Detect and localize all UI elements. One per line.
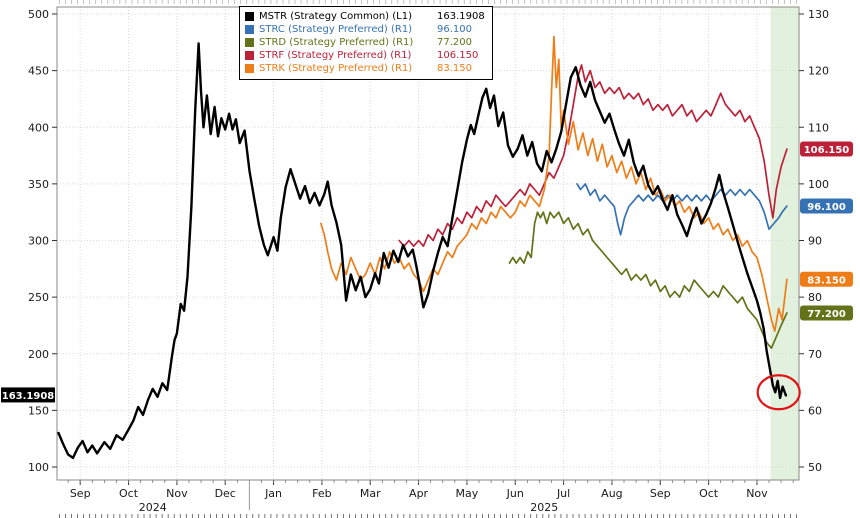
left-axis-label: 450 [28,65,49,78]
legend: MSTR (Strategy Common) (L1) 163.1908 STRC … [239,6,493,80]
annotation-circle [756,374,801,411]
left-axis-label: 500 [28,8,49,21]
month-label: Jan [264,487,282,500]
month-label: Feb [312,487,331,500]
right-axis-label: 80 [808,291,822,304]
last-value-badge-strd [800,305,853,321]
left-axis-label: 100 [28,461,49,474]
left-axis-label: 400 [28,121,49,134]
legend-item-strd[interactable]: STRD (Strategy Preferred) (R1) 77.200 [245,36,485,49]
legend-value: 106.150 [437,50,479,61]
series-line-strd [508,211,788,349]
series-line-strc [576,183,788,236]
right-axis-label: 130 [808,8,829,21]
legend-swatch-strd [245,38,254,47]
month-label: Oct [699,487,719,500]
month-label: Mar [360,487,381,500]
month-label: Aug [601,487,622,500]
right-axis-label: 90 [808,235,822,248]
last-value-badge-text-strd: 77.200 [807,309,846,320]
legend-label: STRF (Strategy Preferred) (R1) [259,50,412,61]
legend-swatch-mstr [245,12,254,21]
right-axis-label: 110 [808,121,829,134]
legend-label: STRC (Strategy Preferred) (R1) [259,24,413,35]
left-axis-label: 250 [28,291,49,304]
legend-value: 96.100 [437,24,472,35]
left-axis-label: 150 [28,404,49,417]
month-label: Sep [650,487,671,500]
last-value-badge-strc [800,198,853,214]
year-label: 2024 [139,501,167,514]
right-axis-label: 50 [808,461,822,474]
left-axis-label: 350 [28,178,49,191]
month-label: Dec [215,487,236,500]
legend-item-mstr[interactable]: MSTR (Strategy Common) (L1) 163.1908 [245,10,485,23]
last-value-badge-strf [800,141,853,157]
legend-item-strk[interactable]: STRK (Strategy Preferred) (R1) 83.150 [245,62,485,75]
series-line-strf [398,64,788,248]
legend-item-strc[interactable]: STRC (Strategy Preferred) (R1) 96.100 [245,23,485,36]
month-label: Oct [119,487,139,500]
month-label: Jul [556,487,570,500]
left-axis-label: 300 [28,235,49,248]
right-axis-label: 100 [808,178,829,191]
right-axis-label: 120 [808,65,829,78]
right-axis-label: 60 [808,404,822,417]
legend-label: STRD (Strategy Preferred) (R1) [259,37,414,48]
last-value-badge-strk [800,271,853,287]
legend-swatch-strk [245,64,254,73]
last-value-badge-text-strf: 106.150 [804,145,850,156]
right-axis-label: 70 [808,348,822,361]
month-label: Jun [506,487,524,500]
series-line-mstr [57,42,788,460]
last-value-badge-mstr [1,387,55,403]
month-label: Sep [70,487,91,500]
year-label: 2025 [530,501,558,514]
legend-value: 77.200 [437,37,472,48]
month-label: Apr [409,487,429,500]
legend-swatch-strf [245,51,254,60]
month-label: May [456,487,479,500]
legend-label: MSTR (Strategy Common) (L1) [259,11,412,22]
last-value-badge-text-strc: 96.100 [807,202,846,213]
left-axis-label: 200 [28,348,49,361]
month-label: Nov [166,487,188,500]
legend-value: 163.1908 [437,11,485,22]
last-value-badge-text-mstr: 163.1908 [2,391,55,402]
legend-swatch-strc [245,25,254,34]
legend-item-strf[interactable]: STRF (Strategy Preferred) (R1) 106.150 [245,49,485,62]
month-label: Nov [746,487,768,500]
legend-value: 83.150 [437,63,472,74]
highlight-band [770,7,799,480]
last-value-badge-text-strk: 83.150 [807,275,846,286]
legend-label: STRK (Strategy Preferred) (R1) [259,63,413,74]
